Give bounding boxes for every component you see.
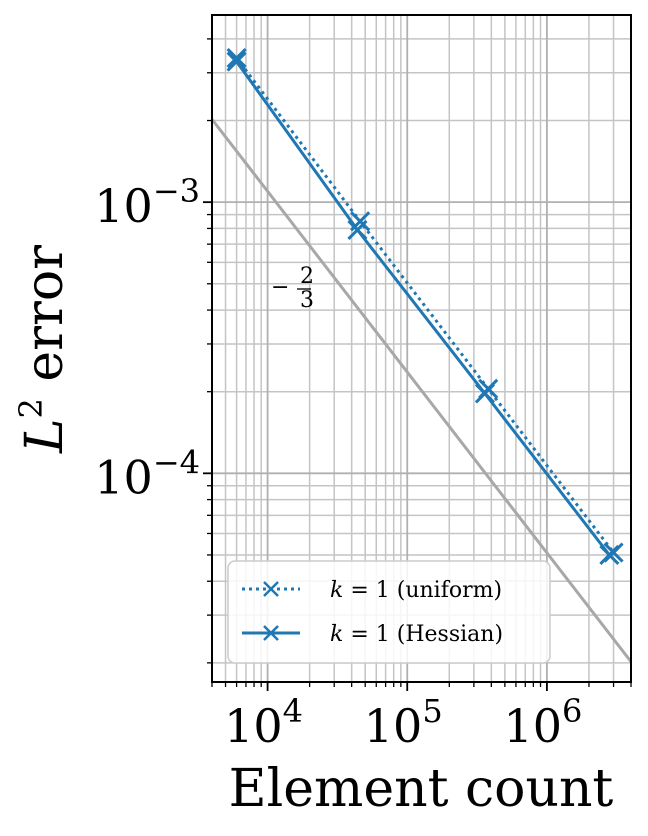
legend-label-hessian-var: k	[330, 622, 343, 647]
slope-numerator: 2	[300, 264, 314, 289]
y-axis-label: L2 error	[12, 245, 75, 454]
legend-marker-hessian	[263, 625, 279, 641]
svg-text:k = 1 (uniform): k = 1 (uniform)	[330, 578, 502, 603]
y-axis-label-var: L	[15, 419, 75, 455]
data-point-marker	[226, 47, 247, 69]
slope-annotation: − 2 3	[271, 264, 314, 313]
y-tick-label: 10−3	[94, 172, 200, 233]
legend-label-uniform-var: k	[330, 578, 343, 603]
x-axis-label: Element count	[229, 759, 614, 819]
legend-entry-uniform: k = 1 (uniform)	[242, 578, 502, 603]
reference-line	[212, 118, 631, 663]
data-point-marker	[226, 51, 247, 72]
x-tick-label: 105	[364, 692, 443, 753]
data-point-marker	[599, 544, 620, 566]
series-group	[226, 47, 624, 566]
series-line	[235, 60, 611, 556]
reference-slope-line	[212, 118, 631, 663]
y-tick-label: 10−4	[94, 443, 200, 504]
legend-box	[227, 560, 551, 664]
svg-text:k = 1 (Hessian): k = 1 (Hessian)	[330, 622, 503, 647]
axis-ticks	[203, 38, 632, 691]
data-point-marker	[347, 219, 368, 240]
tick-labels: 104 105 106 10−3 10−4	[94, 172, 582, 753]
series-uniform	[226, 47, 624, 563]
legend-marker-uniform	[263, 581, 279, 597]
x-tick-label: 104	[224, 692, 303, 753]
legend-label-hessian: = 1 (Hessian)	[343, 622, 503, 647]
legend-entry-hessian: k = 1 (Hessian)	[242, 622, 503, 647]
series-hessian	[226, 51, 620, 566]
y-axis-label-rest: error	[15, 245, 75, 398]
plot-frame	[211, 14, 632, 683]
legend: k = 1 (uniform) k = 1 (Hessian)	[227, 560, 551, 664]
slope-denominator: 3	[300, 288, 314, 313]
x-tick-label: 106	[503, 692, 582, 753]
slope-sign: −	[271, 275, 289, 300]
data-point-marker	[474, 383, 496, 404]
y-axis-label-sup: 2	[12, 398, 50, 418]
legend-label-uniform: = 1 (uniform)	[343, 578, 502, 603]
series-line	[235, 57, 615, 554]
